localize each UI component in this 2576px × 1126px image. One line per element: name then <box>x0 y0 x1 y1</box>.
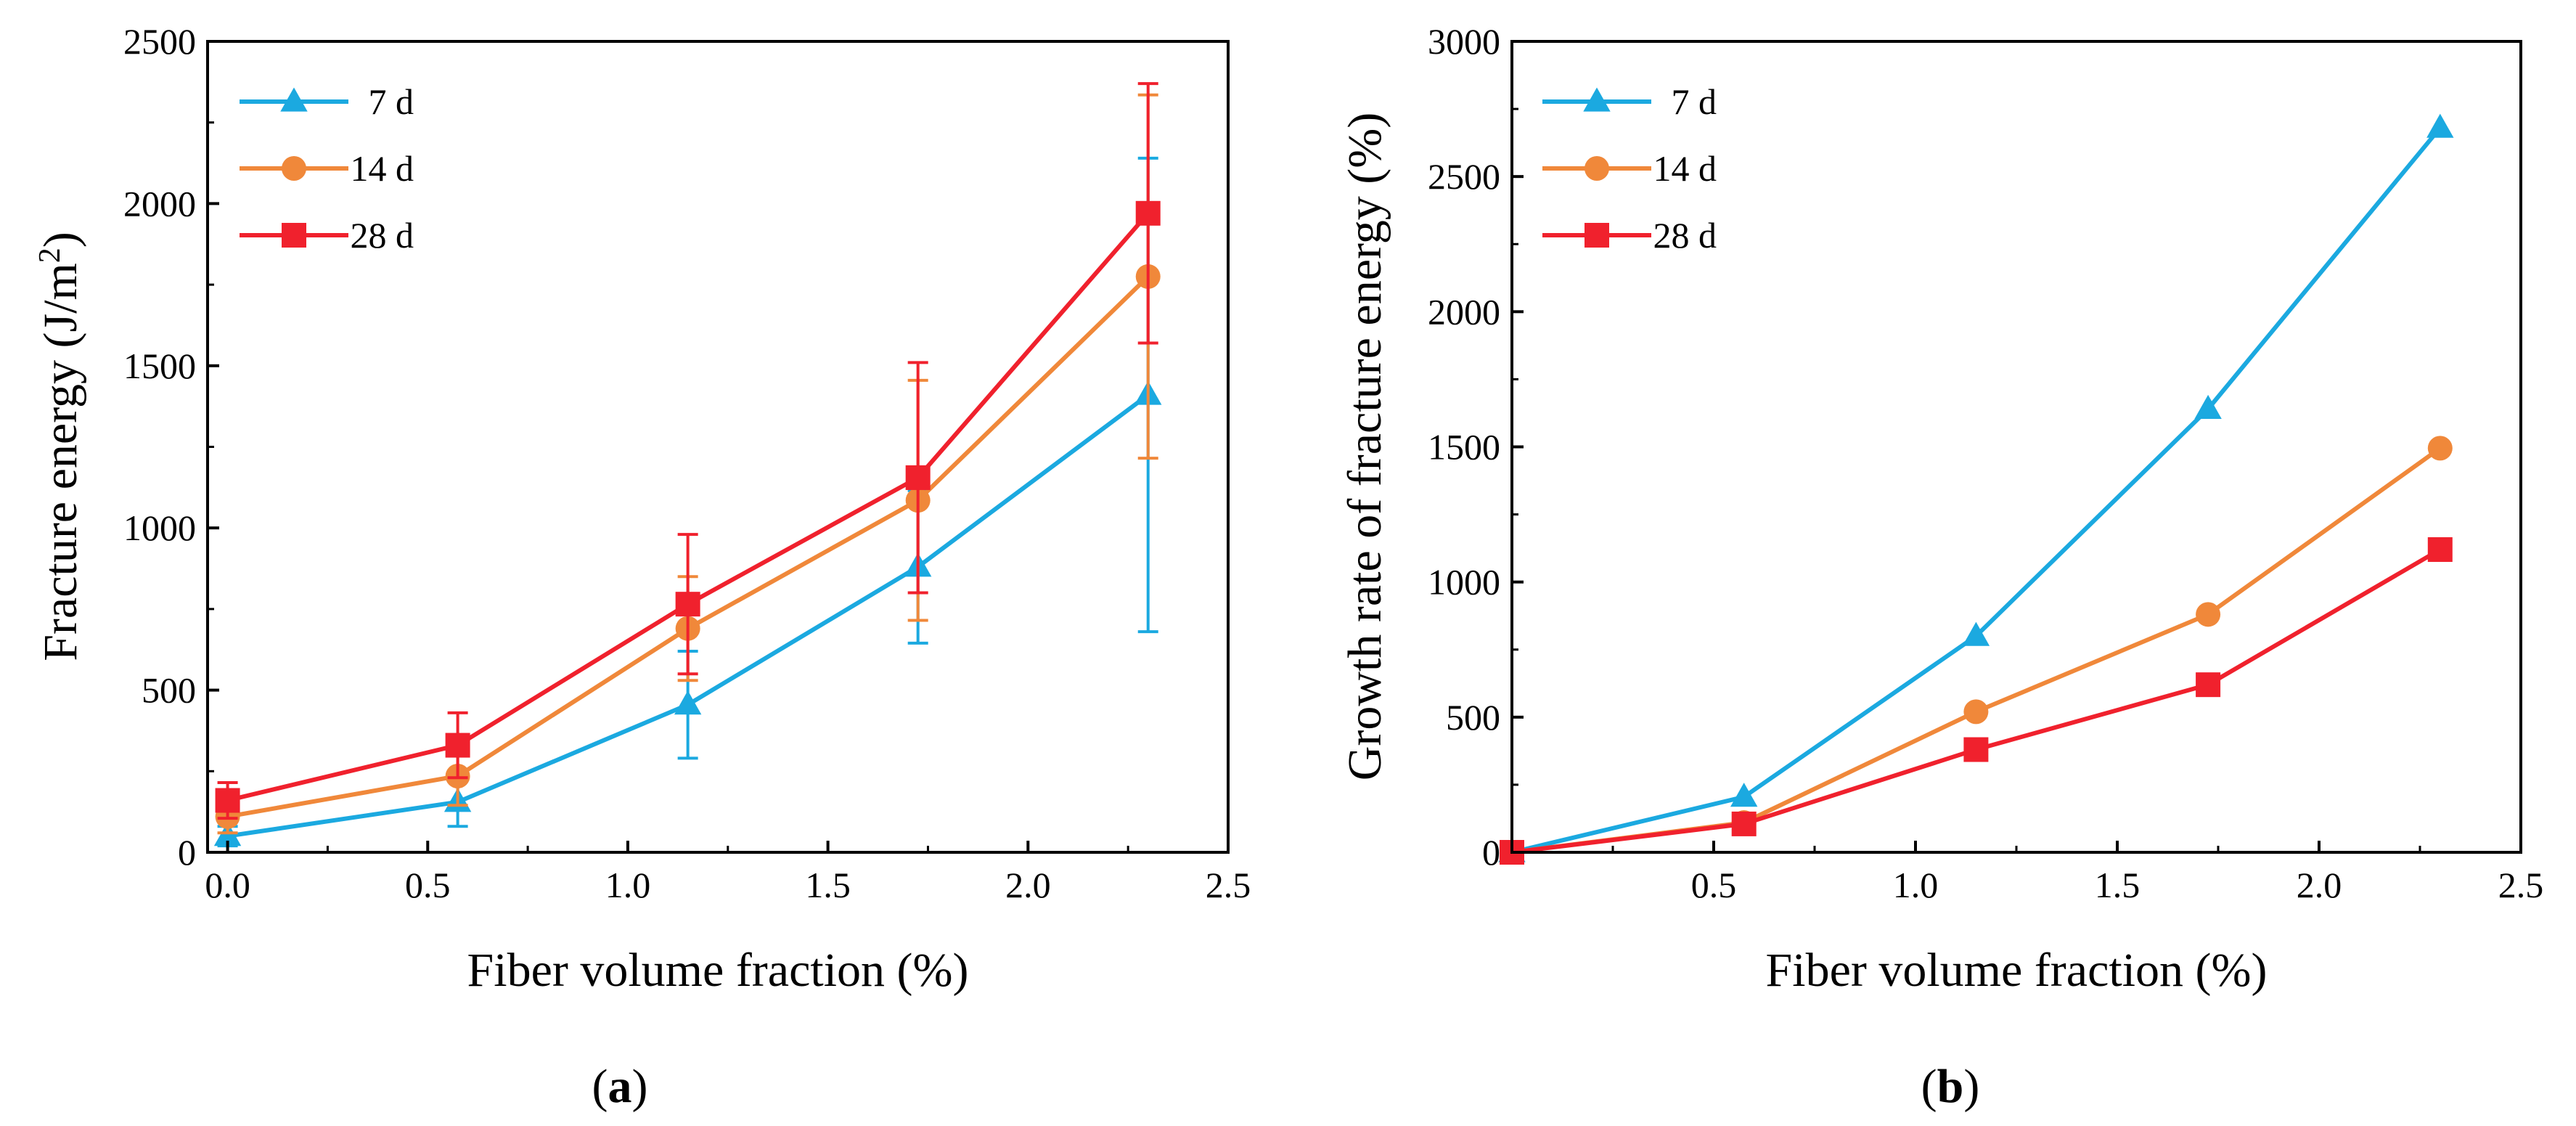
y-tick-label: 1500 <box>1428 427 1500 468</box>
data-point <box>445 733 470 758</box>
y-tick-label: 500 <box>1446 697 1500 738</box>
legend-label: 14 d <box>351 148 414 189</box>
legend-item: 7 d <box>240 81 414 122</box>
legend-a: 7 d 14 d 28 d <box>240 81 414 256</box>
y-tick-label: 3000 <box>1428 21 1500 62</box>
legend-marker <box>282 223 306 248</box>
x-tick-label: 2.0 <box>1005 865 1051 905</box>
x-tick-label: 1.0 <box>1893 865 1939 905</box>
caption-b-letter: b <box>1937 1060 1964 1113</box>
legend-item: 28 d <box>1542 215 1717 256</box>
legend-item: 28 d <box>240 215 414 256</box>
data-point <box>905 465 931 490</box>
series-28d <box>1500 537 2453 865</box>
legend-item: 14 d <box>1542 148 1717 189</box>
y-tick-label: 500 <box>142 670 196 711</box>
caption-b-close: ) <box>1963 1060 1979 1113</box>
caption-a-letter: a <box>608 1060 632 1113</box>
data-point <box>1963 699 1989 725</box>
legend-b: 7 d 14 d 28 d <box>1542 81 1717 256</box>
y-axis-title-a-main: Fracture energy (J/m <box>34 263 87 661</box>
caption-b-open: ( <box>1921 1060 1937 1113</box>
legend-label: 14 d <box>1653 148 1717 189</box>
x-tick-label: 1.5 <box>805 865 851 905</box>
series-7d <box>213 156 1162 848</box>
chart-panel-b: 0.5 1.0 1.5 2.0 2.5050010001500200025003000 … <box>1338 21 2543 1113</box>
series-layer-b <box>1498 113 2454 865</box>
x-tick-label: 0.5 <box>405 865 451 905</box>
y-tick-label: 1500 <box>123 346 196 386</box>
data-point <box>1135 200 1161 226</box>
data-point <box>1962 621 1990 646</box>
legend-marker <box>1585 156 1609 181</box>
legend-marker <box>280 87 308 112</box>
series-28d <box>215 82 1161 820</box>
data-point <box>1731 811 1757 836</box>
x-tick-label: 2.0 <box>2297 865 2342 905</box>
data-point <box>215 788 240 813</box>
legend-label: 28 d <box>351 215 414 256</box>
y-tick-label: 2500 <box>123 21 196 62</box>
series-layer-a <box>213 82 1162 848</box>
legend-marker <box>1583 87 1611 112</box>
data-point <box>674 690 702 715</box>
x-tick-label: 2.5 <box>1206 865 1251 905</box>
data-point <box>2196 602 2221 627</box>
y-axis-title-a-end: ) <box>34 232 87 248</box>
x-axis-title-b: Fiber volume fraction (%) <box>1766 944 2268 997</box>
x-axis-title-a: Fiber volume fraction (%) <box>467 944 969 997</box>
x-tick-label: 2.5 <box>2498 865 2544 905</box>
legend-item: 7 d <box>1542 81 1717 122</box>
legend-label: 7 d <box>369 81 414 122</box>
x-tick-label: 1.5 <box>2095 865 2140 905</box>
y-tick-label: 2500 <box>1428 156 1500 197</box>
series-14d <box>1500 436 2453 865</box>
chart-panel-a: 0.0 0.5 1.0 1.5 2.0 2.5 0 500 1000 1500 2000 2500 7… <box>33 21 1251 1113</box>
data-point <box>2427 537 2453 562</box>
legend-label: 7 d <box>1672 81 1717 122</box>
legend-item: 14 d <box>240 148 414 189</box>
caption-a-close: ) <box>632 1060 648 1113</box>
x-tick-label: 1.0 <box>605 865 651 905</box>
y-tick-label: 2000 <box>1428 291 1500 332</box>
caption-a-open: ( <box>592 1060 608 1113</box>
data-point <box>2194 394 2222 419</box>
series-line <box>1511 446 2442 854</box>
y-axis-title-a: Fracture energy (J/m2) <box>33 232 87 661</box>
data-point <box>2426 113 2454 138</box>
data-point <box>1963 737 1989 762</box>
y-tick-label: 2000 <box>123 183 196 224</box>
panel-caption-a: (a) <box>592 1060 648 1113</box>
data-point <box>2196 672 2221 698</box>
legend-marker <box>1585 223 1609 248</box>
legend-label: 28 d <box>1653 215 1717 256</box>
x-tick-label: 0.0 <box>205 865 250 905</box>
panel-caption-b: (b) <box>1921 1060 1980 1113</box>
ticks-layer-a: 0.0 0.5 1.0 1.5 2.0 2.5 0 500 1000 1500 2000 2500 <box>123 21 1251 905</box>
y-tick-label: 1000 <box>123 507 196 548</box>
data-point <box>675 592 700 617</box>
legend-marker <box>282 156 306 181</box>
x-tick-label: 0.5 <box>1691 865 1737 905</box>
data-point <box>2427 436 2453 461</box>
y-tick-label: 0 <box>1482 832 1500 873</box>
y-tick-label: 1000 <box>1428 562 1500 603</box>
y-axis-title-b: Growth rate of fracture energy (%) <box>1338 113 1391 781</box>
y-axis-title-a-sup: 2 <box>33 248 67 263</box>
data-point <box>1730 783 1758 807</box>
ticks-layer-b: 0.5 1.0 1.5 2.0 2.5 0 500 1000 1500 2000 2500 3000 <box>1428 21 2543 905</box>
y-tick-label: 0 <box>178 832 196 873</box>
